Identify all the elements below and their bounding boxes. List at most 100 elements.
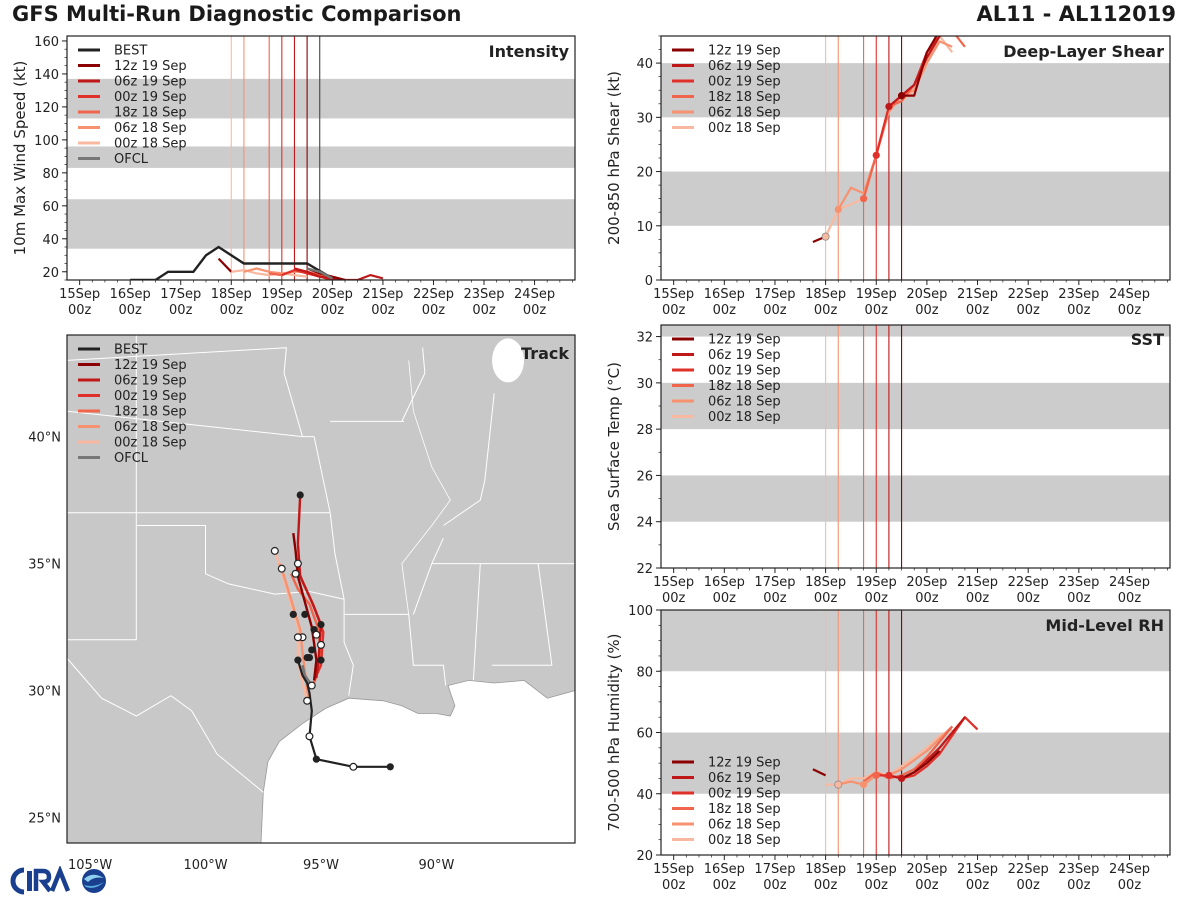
state-border xyxy=(472,563,481,681)
x-tick-sublabel: 00z xyxy=(814,303,838,318)
legend-label: 12z 19 Sep xyxy=(708,44,781,59)
x-tick-label: 15Sep xyxy=(59,287,100,302)
y-tick-label: 26 xyxy=(636,469,653,484)
y-tick-label: 40 xyxy=(636,57,653,72)
x-tick-label: 24Sep xyxy=(1109,862,1150,877)
y-tick-label: 24 xyxy=(636,516,653,531)
track-dot-filled xyxy=(296,491,304,499)
x-tick-label: 20Sep xyxy=(906,862,947,877)
plot-area xyxy=(661,325,1170,568)
state-border xyxy=(67,347,303,437)
init-marker xyxy=(821,232,830,241)
forecast-track xyxy=(289,573,323,684)
y-axis-label: Sea Surface Temp (°C) xyxy=(605,362,623,531)
legend-label: 12z 19 Sep xyxy=(114,59,187,74)
legend-label: 06z 19 Sep xyxy=(114,374,187,389)
lat-label: 40°N xyxy=(28,431,61,446)
x-tick-sublabel: 00z xyxy=(68,303,92,318)
x-tick-label: 19Sep xyxy=(856,862,897,877)
plot-area xyxy=(67,36,575,280)
storm-id: AL11 - AL112019 xyxy=(976,2,1177,26)
y-axis: 0 10 20 30 40 xyxy=(636,35,661,289)
x-tick-label: 22Sep xyxy=(413,287,454,302)
legend-label: OFCL xyxy=(114,451,149,466)
x-tick-label: 16Sep xyxy=(704,862,745,877)
cira-logo-mark xyxy=(10,866,106,895)
x-tick-label: 15Sep xyxy=(653,287,694,302)
x-tick-label: 16Sep xyxy=(704,575,745,590)
x-tick-sublabel: 00z xyxy=(1017,591,1041,606)
plot-area xyxy=(661,36,1170,280)
y-tick-label: 28 xyxy=(636,423,653,438)
lon-label: 95°W xyxy=(303,858,339,873)
x-tick-label: 17Sep xyxy=(754,862,795,877)
panel-title: SST xyxy=(1131,330,1164,349)
track-dot-open xyxy=(312,630,321,639)
y-tick-label: 80 xyxy=(42,167,59,182)
legend-label: 18z 18 Sep xyxy=(708,379,781,394)
init-marker xyxy=(885,771,893,779)
panel-title: Mid-Level RH xyxy=(1045,616,1164,635)
x-tick-sublabel: 00z xyxy=(472,303,496,318)
y-tick-label: 60 xyxy=(42,200,59,215)
legend-label: 06z 18 Sep xyxy=(114,420,187,435)
y-tick-label: 32 xyxy=(636,331,653,346)
x-tick-label: 23Sep xyxy=(1058,287,1099,302)
gray-band xyxy=(661,171,1170,226)
init-marker xyxy=(872,771,880,779)
gray-band xyxy=(661,382,1170,430)
x-tick-label: 15Sep xyxy=(653,575,694,590)
plot-area xyxy=(661,610,1170,855)
x-tick-label: 15Sep xyxy=(653,862,694,877)
legend-label: OFCL xyxy=(114,152,149,167)
x-tick-label: 22Sep xyxy=(1008,862,1049,877)
lon-label: 105°W xyxy=(68,858,112,873)
x-tick-sublabel: 00z xyxy=(1067,303,1091,318)
x-tick-label: 24Sep xyxy=(1109,575,1150,590)
legend-label: 00z 18 Sep xyxy=(708,410,781,425)
best-line xyxy=(130,245,334,280)
x-tick-label: 18Sep xyxy=(805,287,846,302)
gray-band xyxy=(661,325,1170,337)
track-dot-filled xyxy=(312,755,320,763)
forecast-track xyxy=(292,532,318,681)
legend-label: 00z 19 Sep xyxy=(708,75,781,90)
x-tick-label: 21Sep xyxy=(362,287,403,302)
mississippi-river xyxy=(401,360,451,615)
track-dot-open xyxy=(277,564,286,573)
gray-band xyxy=(661,732,1170,794)
lon-label: 100°W xyxy=(183,858,227,873)
series-line xyxy=(901,750,941,780)
legend-label: 00z 19 Sep xyxy=(114,389,187,404)
x-tick-label: 22Sep xyxy=(1008,287,1049,302)
x-tick-sublabel: 00z xyxy=(713,878,737,893)
x-tick-sublabel: 00z xyxy=(371,303,395,318)
y-tick-label: 80 xyxy=(636,665,653,680)
cira-logo xyxy=(10,866,106,895)
x-tick-sublabel: 00z xyxy=(763,303,787,318)
y-axis: 22 24 26 28 30 32 xyxy=(636,331,661,577)
track-dot-open xyxy=(293,633,302,642)
x-tick-sublabel: 00z xyxy=(713,303,737,318)
ofcl-line xyxy=(306,267,333,280)
y-tick-label: 30 xyxy=(636,111,653,126)
track-dot-filled xyxy=(386,763,394,771)
x-tick-sublabel: 00z xyxy=(865,878,889,893)
y-axis: 20 40 60 80 100 xyxy=(628,604,661,864)
best-track xyxy=(296,659,391,768)
x-tick-sublabel: 00z xyxy=(1067,591,1091,606)
y-tick-label: 30 xyxy=(636,377,653,392)
legend-label: BEST xyxy=(114,44,147,59)
state-border xyxy=(344,613,447,686)
series-line xyxy=(901,36,938,97)
x-tick-sublabel: 00z xyxy=(713,591,737,606)
x-axis: 15Sep00z16Sep00z17Sep00z18Sep00z19Sep00z… xyxy=(653,855,1168,893)
panel-title: Track xyxy=(521,344,569,363)
y-tick-label: 22 xyxy=(636,562,653,577)
lon-label: 90°W xyxy=(419,858,455,873)
x-tick-label: 19Sep xyxy=(856,575,897,590)
x-tick-sublabel: 00z xyxy=(966,878,990,893)
track-dot-filled xyxy=(294,656,302,664)
